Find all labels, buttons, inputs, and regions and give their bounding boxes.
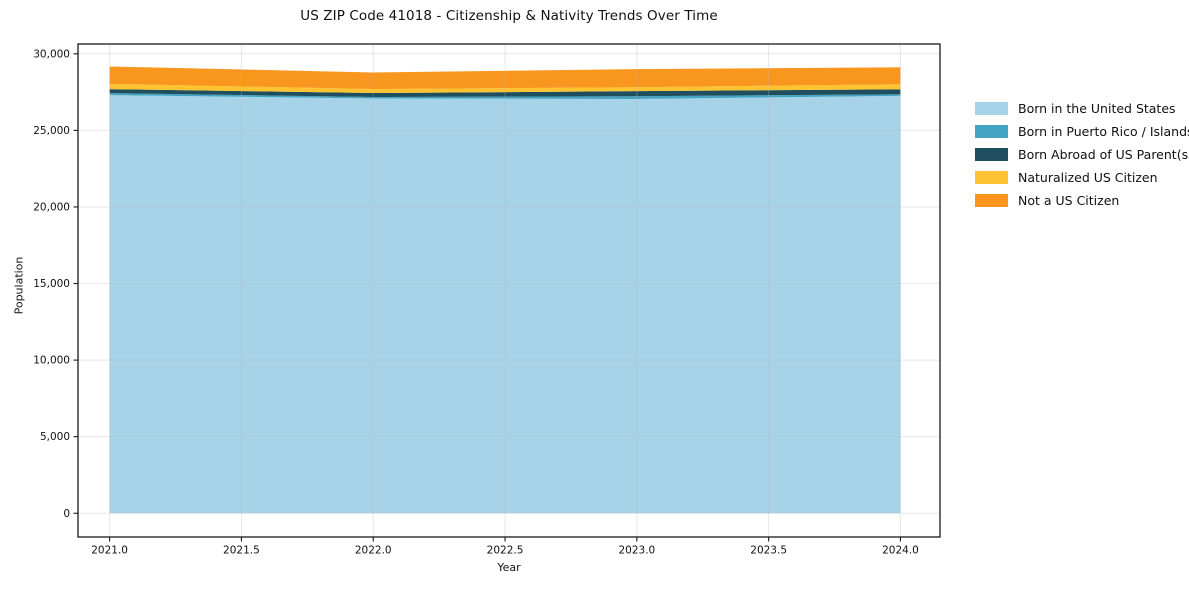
legend-label: Born in the United States (1018, 101, 1176, 116)
legend-swatch-not-citizen (975, 194, 1008, 207)
x-tick-label: 2024.0 (882, 545, 919, 557)
legend-item: Born in the United States (975, 102, 1189, 115)
legend-swatch-naturalized (975, 171, 1008, 184)
y-tick-label: 10,000 (33, 355, 70, 367)
area-series-3 (109, 83, 901, 94)
x-tick-label: 2023.0 (618, 545, 655, 557)
legend-label: Born in Puerto Rico / Islands (1018, 124, 1189, 139)
y-tick-label: 20,000 (33, 201, 70, 213)
legend-swatch-born-us (975, 102, 1008, 115)
area-series-1 (109, 93, 901, 99)
x-tick-label: 2021.0 (91, 545, 128, 557)
plot-frame (77, 43, 941, 538)
x-axis-label: Year (497, 561, 521, 574)
x-tick-label: 2022.0 (355, 545, 392, 557)
y-tick-label: 5,000 (40, 431, 70, 443)
area-series-4 (109, 66, 901, 90)
chart-title: US ZIP Code 41018 - Citizenship & Nativi… (300, 8, 718, 24)
legend-item: Born Abroad of US Parent(s) (975, 148, 1189, 161)
legend-label: Not a US Citizen (1018, 193, 1120, 208)
chart-legend: Born in the United States Born in Puerto… (975, 102, 1189, 217)
legend-item: Not a US Citizen (975, 194, 1189, 207)
y-tick-label: 15,000 (33, 278, 70, 290)
legend-swatch-puerto-rico (975, 125, 1008, 138)
legend-item: Naturalized US Citizen (975, 171, 1189, 184)
y-tick-label: 0 (63, 508, 70, 520)
legend-label: Born Abroad of US Parent(s) (1018, 147, 1189, 162)
area-series-2 (109, 89, 901, 97)
legend-label: Naturalized US Citizen (1018, 170, 1158, 185)
legend-item: Born in Puerto Rico / Islands (975, 125, 1189, 138)
x-tick-label: 2021.5 (223, 545, 260, 557)
area-series-0 (109, 95, 901, 514)
x-tick-label: 2023.5 (750, 545, 787, 557)
y-axis-label: Population (12, 256, 26, 315)
legend-swatch-born-abroad (975, 148, 1008, 161)
y-tick-label: 25,000 (33, 125, 70, 137)
y-tick-label: 30,000 (33, 48, 70, 60)
x-tick-label: 2022.5 (487, 545, 524, 557)
